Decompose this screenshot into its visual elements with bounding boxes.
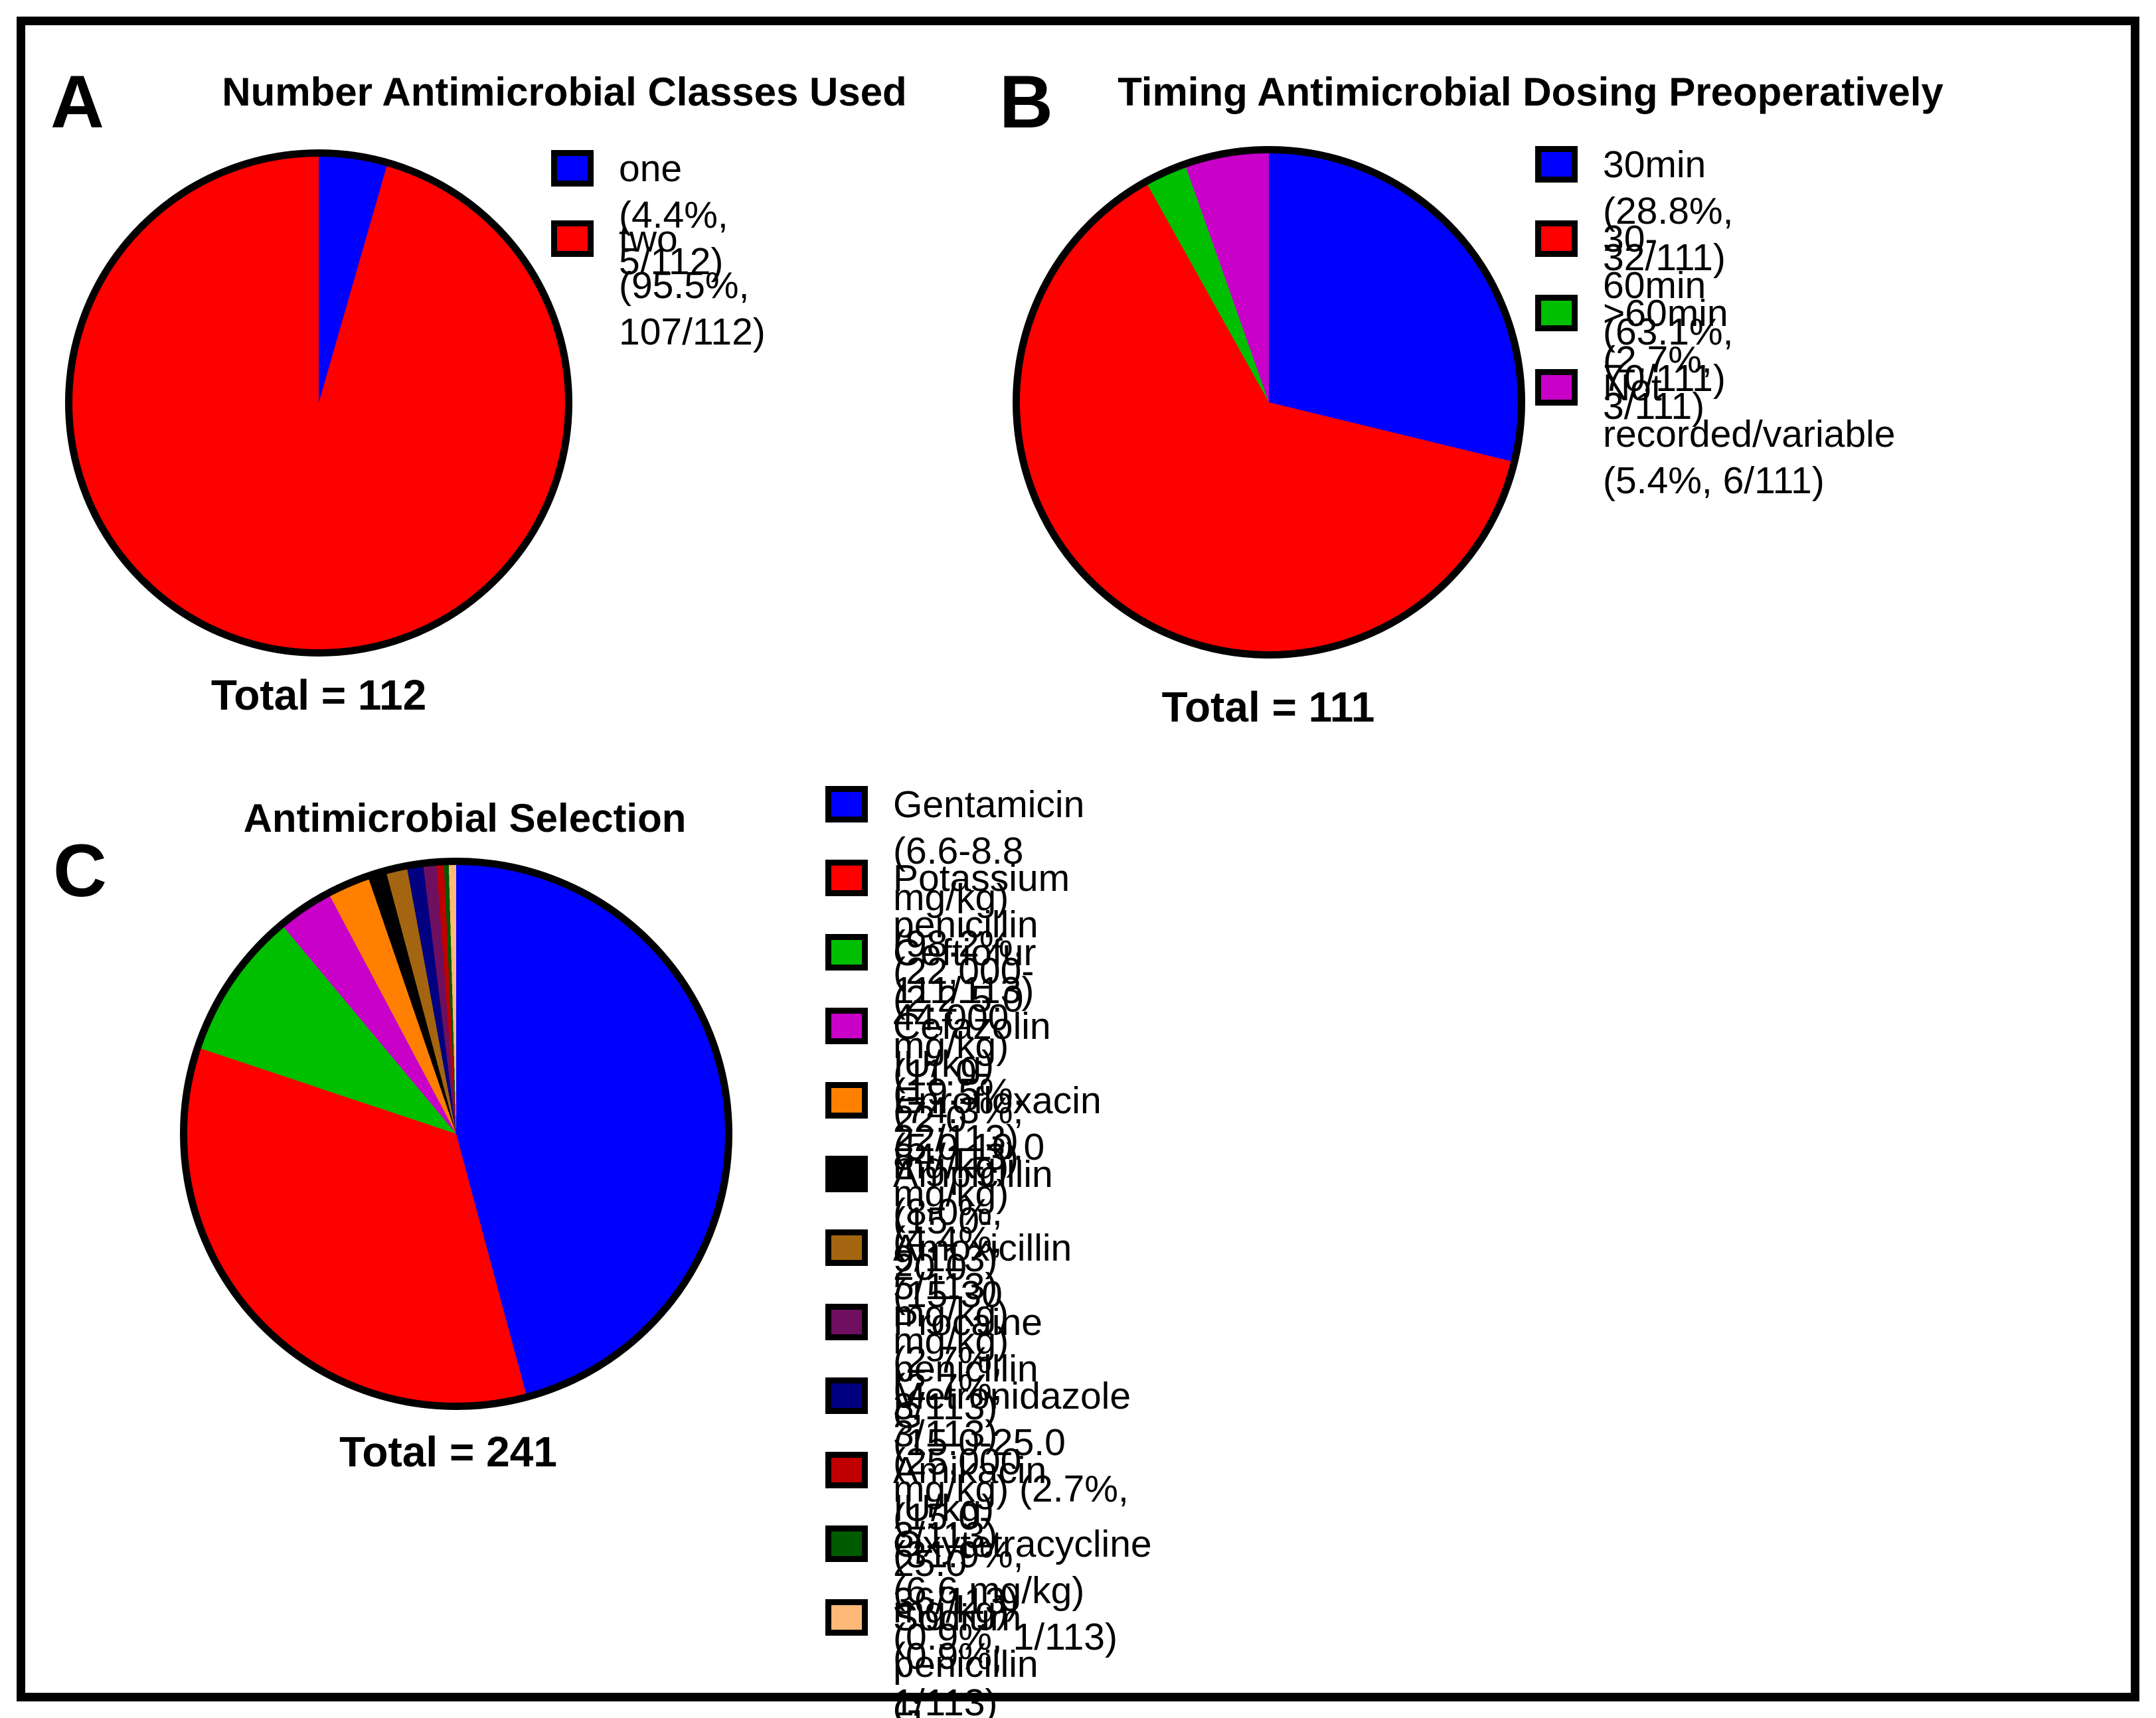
pie-chart-c bbox=[180, 858, 732, 1410]
legend-item: two (95.5%, 107/112) bbox=[551, 218, 766, 360]
legend-swatch bbox=[825, 1451, 868, 1488]
legend-item: Procaine penicillin G (25,000 IU/kg) (31… bbox=[825, 1301, 1042, 1629]
panel-letter-b: B bbox=[999, 60, 1053, 143]
legend-item: Metronidazole (15.0-25.0 mg/kg) (2.7%, 3… bbox=[825, 1375, 1131, 1563]
legend-label: Sodium penicillin G (22,000 IU/kg) (0.9%… bbox=[893, 1597, 1038, 1718]
legend-swatch bbox=[825, 1229, 868, 1267]
legend-item: Sodium penicillin G (22,000 IU/kg) (0.9%… bbox=[825, 1597, 1038, 1718]
legend-item: Not recorded/variable (5.4%, 6/111) bbox=[1535, 366, 1895, 508]
legend-label: 30-60min (63.1%, 70/111) bbox=[1603, 218, 1734, 400]
legend-item: Enrofloxacin (5.0-10.0 mg/kg) (4.4%, 5/1… bbox=[825, 1079, 1102, 1314]
legend-swatch bbox=[825, 1008, 868, 1045]
legend-swatch bbox=[1535, 369, 1578, 406]
legend-swatch bbox=[825, 1303, 868, 1340]
total-label-c: Total = 241 bbox=[339, 1428, 557, 1476]
legend-swatch bbox=[1535, 146, 1578, 183]
legend-item: Gentamicin (6.6-8.8 mg/kg) (98.2%, 111/1… bbox=[825, 783, 1084, 1018]
panel-title-b: Timing Antimicrobial Dosing Preoperative… bbox=[1118, 70, 1944, 114]
legend-label: Cefazolin (11.0-22.0 mg/kg) (8.0%, 9/113… bbox=[893, 1005, 1051, 1281]
legend-swatch bbox=[825, 1081, 868, 1119]
legend-item: Amikacin (15.0-25.0 mg/kg) (0.9%, 1/113) bbox=[825, 1449, 1046, 1718]
legend-swatch bbox=[551, 150, 594, 187]
legend-item: Amoxicillin (15-30 mg/kg) (2.7%, 3/113) bbox=[825, 1227, 1072, 1462]
panel-title-c: Antimicrobial Selection bbox=[243, 796, 687, 840]
legend-label: Procaine penicillin G (25,000 IU/kg) (31… bbox=[893, 1300, 1042, 1622]
total-label-a: Total = 112 bbox=[210, 671, 427, 719]
legend-label: Ceftiofur (2.2-5.0 mg/kg) (19.5%, 22/113… bbox=[893, 931, 1037, 1160]
panel-letter-c: C bbox=[53, 829, 107, 912]
legend-swatch bbox=[825, 1525, 868, 1562]
legend-item: Oxytetracycline (6.6 mg/kg) (0.9%, 1/113… bbox=[825, 1523, 1152, 1665]
legend-swatch bbox=[1535, 220, 1578, 257]
legend-swatch bbox=[825, 1377, 868, 1415]
panel-letter-a: A bbox=[50, 60, 104, 143]
pie-chart-a bbox=[65, 149, 572, 657]
legend-label: two (95.5%, 107/112) bbox=[619, 218, 766, 353]
legend-label: Metronidazole (15.0-25.0 mg/kg) (2.7%, 3… bbox=[893, 1375, 1131, 1557]
panel-title-a: Number Antimicrobial Classes Used bbox=[222, 70, 907, 114]
legend-label: Enrofloxacin (5.0-10.0 mg/kg) (4.4%, 5/1… bbox=[893, 1079, 1102, 1308]
legend-label: one (4.4%, 5/112) bbox=[619, 147, 728, 283]
legend-swatch bbox=[825, 1599, 868, 1636]
legend-item: Ceftiofur (2.2-5.0 mg/kg) (19.5%, 22/113… bbox=[825, 931, 1036, 1166]
legend-label: 30min (28.8%, 32/111) bbox=[1603, 143, 1734, 279]
legend-swatch bbox=[1535, 295, 1578, 331]
legend-label: >60min (2.7%, 3/111) bbox=[1603, 292, 1728, 428]
legend-swatch bbox=[825, 1156, 868, 1192]
pie-chart-b bbox=[1013, 146, 1525, 659]
total-label-b: Total = 111 bbox=[1161, 683, 1375, 731]
legend-item: Ampicillin (15.0-20.0 mg/kg) (2.7%, 3/11… bbox=[825, 1153, 1053, 1435]
legend-label: Amikacin (15.0-25.0 mg/kg) (0.9%, 1/113) bbox=[893, 1448, 1047, 1718]
legend-item: 30min (28.8%, 32/111) bbox=[1535, 143, 1733, 285]
legend-swatch bbox=[825, 860, 868, 897]
legend-item: Cefazolin (11.0-22.0 mg/kg) (8.0%, 9/113… bbox=[825, 1005, 1051, 1287]
legend-label: Gentamicin (6.6-8.8 mg/kg) (98.2%, 111/1… bbox=[893, 783, 1085, 1012]
legend-swatch bbox=[551, 220, 594, 257]
legend-swatch bbox=[825, 933, 868, 971]
legend-item: 30-60min (63.1%, 70/111) bbox=[1535, 218, 1733, 406]
legend-label: Amoxicillin (15-30 mg/kg) (2.7%, 3/113) bbox=[893, 1227, 1072, 1456]
legend-label: Not recorded/variable (5.4%, 6/111) bbox=[1603, 366, 1896, 502]
legend-label: Oxytetracycline (6.6 mg/kg) (0.9%, 1/113… bbox=[893, 1523, 1152, 1658]
legend-item: >60min (2.7%, 3/111) bbox=[1535, 292, 1728, 434]
legend-swatch bbox=[825, 786, 868, 822]
legend-item: Potassium penicillin (22,000-44,000 IU/k… bbox=[825, 857, 1070, 1185]
legend-label: Potassium penicillin (22,000-44,000 IU/k… bbox=[893, 857, 1070, 1179]
legend-item: one (4.4%, 5/112) bbox=[551, 147, 728, 289]
legend-label: Ampicillin (15.0-20.0 mg/kg) (2.7%, 3/11… bbox=[893, 1153, 1053, 1428]
